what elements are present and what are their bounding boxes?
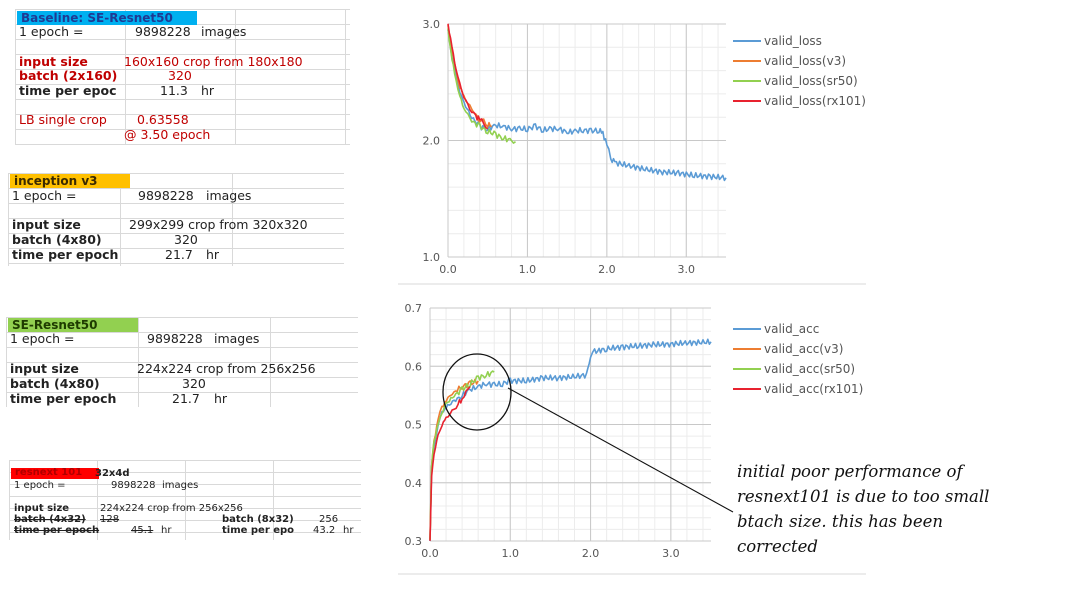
baseline-time-unit: hr (201, 83, 215, 98)
baseline-header: Baseline: SE-Resnet50 (17, 11, 197, 25)
resnext-time-label-new: time per epo (222, 525, 295, 536)
annotation-note: initial poor performance of resnext101 i… (737, 459, 1057, 559)
inception-epoch-label: 1 epoch = (12, 188, 77, 203)
inception-header: inception v3 (10, 174, 130, 188)
baseline-input-size-value: 160x160 crop from 180x180 (124, 54, 303, 69)
x-tick-label: 3.0 (662, 547, 680, 560)
resnext-images-unit: images (162, 480, 199, 491)
series-line (429, 338, 712, 542)
y-tick-label: 3.0 (423, 18, 441, 31)
inception-time-value: 21.7 (165, 247, 193, 262)
note-line: initial poor performance of (737, 462, 963, 481)
seresnet-table: SE-Resnet50 1 epoch = 9898228 images inp… (6, 317, 358, 407)
series-line (447, 29, 727, 182)
seresnet-epoch-images: 9898228 (147, 331, 203, 346)
y-tick-label: 0.3 (405, 535, 423, 548)
resnext-batch-label-new: batch (8x32) (222, 514, 294, 525)
seresnet-batch-label: batch (4x80) (10, 376, 100, 391)
resnext-batch-value-old: 128 (100, 514, 120, 525)
x-tick-label: 2.0 (598, 263, 616, 276)
x-tick-label: 1.0 (519, 263, 537, 276)
callout-line (507, 387, 734, 513)
inception-input-size-label: input size (12, 217, 81, 232)
seresnet-batch-value: 320 (182, 376, 206, 391)
y-tick-label: 1.0 (423, 251, 441, 264)
baseline-input-size-label: input size (19, 54, 88, 69)
resnext-time-unit-old: hr (161, 525, 172, 536)
highlight-circle (442, 353, 512, 431)
accuracy-chart: 0.0 1.0 2.0 3.0 0.3 0.4 0.5 0.6 0.7 valid_accvali… (405, 302, 864, 560)
resnext-input-size-label: input size (14, 503, 70, 514)
y-tick-label: 2.0 (423, 135, 441, 148)
x-tick-label: 0.0 (439, 263, 457, 276)
baseline-lb-value: 0.63558 (137, 112, 189, 127)
resnext-time-value-old: 45.1 (131, 525, 154, 536)
resnext-epoch-label: 1 epoch = (14, 480, 66, 491)
seresnet-images-unit: images (214, 331, 260, 346)
note-line: resnext101 is due to too small (737, 487, 990, 506)
seresnet-time-value: 21.7 (172, 391, 200, 406)
legend-label: valid_acc(rx101) (764, 382, 863, 396)
x-tick-label: 0.0 (421, 547, 439, 560)
x-tick-label: 2.0 (582, 547, 600, 560)
series-line (447, 28, 516, 144)
resnext-time-label-old: time per epoch (14, 525, 100, 536)
resnext-table: resnext 101 32x4d 1 epoch = 9898228 imag… (9, 460, 361, 540)
inception-input-size-value: 299x299 crop from 320x320 (129, 217, 308, 232)
baseline-batch-label: batch (2x160) (19, 68, 118, 83)
legend-label: valid_loss(rx101) (764, 94, 866, 108)
baseline-lb-epoch: @ 3.50 epoch (124, 127, 211, 142)
inception-time-unit: hr (206, 247, 220, 262)
resnext-batch-value-new: 256 (319, 514, 339, 525)
y-tick-label: 0.7 (405, 302, 423, 315)
seresnet-time-label: time per epoch (10, 391, 117, 406)
baseline-epoch-label: 1 epoch = (19, 24, 84, 39)
baseline-table: Baseline: SE-Resnet50 1 epoch = 9898228 … (15, 9, 350, 145)
legend-label: valid_acc (764, 322, 819, 336)
baseline-epoch-images: 9898228 (135, 24, 191, 39)
resnext-time-unit-new: hr (343, 525, 354, 536)
baseline-lb-label: LB single crop (19, 112, 107, 127)
resnext-header-suffix: 32x4d (95, 468, 130, 479)
note-line: corrected (737, 537, 818, 556)
resnext-epoch-images: 9898228 (111, 480, 156, 491)
legend-label: valid_acc(v3) (764, 342, 843, 356)
resnext-header: resnext 101 (11, 468, 99, 479)
baseline-images-unit: images (201, 24, 247, 39)
baseline-batch-value: 320 (168, 68, 192, 83)
y-tick-label: 0.6 (405, 360, 423, 373)
inception-batch-value: 320 (174, 232, 198, 247)
y-tick-label: 0.4 (405, 477, 423, 490)
loss-chart: 0.0 1.0 2.0 3.01.02.03.0valid_lossvalid_los… (423, 18, 866, 276)
seresnet-input-size-value: 224x224 crop from 256x256 (137, 361, 316, 376)
legend-label: valid_loss (764, 34, 822, 48)
resnext-input-size-value: 224x224 crop from 256x256 (100, 503, 243, 514)
annotation-callout (442, 353, 734, 513)
seresnet-input-size-label: input size (10, 361, 79, 376)
seresnet-header: SE-Resnet50 (8, 318, 138, 332)
baseline-time-value: 11.3 (160, 83, 188, 98)
legend-label: valid_loss(v3) (764, 54, 846, 68)
x-tick-label: 1.0 (502, 547, 520, 560)
series-line (447, 23, 489, 130)
legend-label: valid_loss(sr50) (764, 74, 858, 88)
baseline-time-label: time per epoc (19, 83, 117, 98)
inception-batch-label: batch (4x80) (12, 232, 102, 247)
inception-epoch-images: 9898228 (138, 188, 194, 203)
note-line: btach size. this has been (737, 512, 943, 531)
y-tick-label: 0.5 (405, 419, 423, 432)
inception-table: inception v3 1 epoch = 9898228 images in… (8, 173, 344, 266)
seresnet-time-unit: hr (214, 391, 228, 406)
resnext-batch-label-old: batch (4x32) (14, 514, 86, 525)
legend-label: valid_acc(sr50) (764, 362, 855, 376)
inception-time-label: time per epoch (12, 247, 119, 262)
series-line (429, 370, 495, 540)
x-tick-label: 3.0 (678, 263, 696, 276)
inception-images-unit: images (206, 188, 252, 203)
series-line (429, 386, 471, 541)
resnext-time-value-new: 43.2 (313, 525, 336, 536)
seresnet-epoch-label: 1 epoch = (10, 331, 75, 346)
